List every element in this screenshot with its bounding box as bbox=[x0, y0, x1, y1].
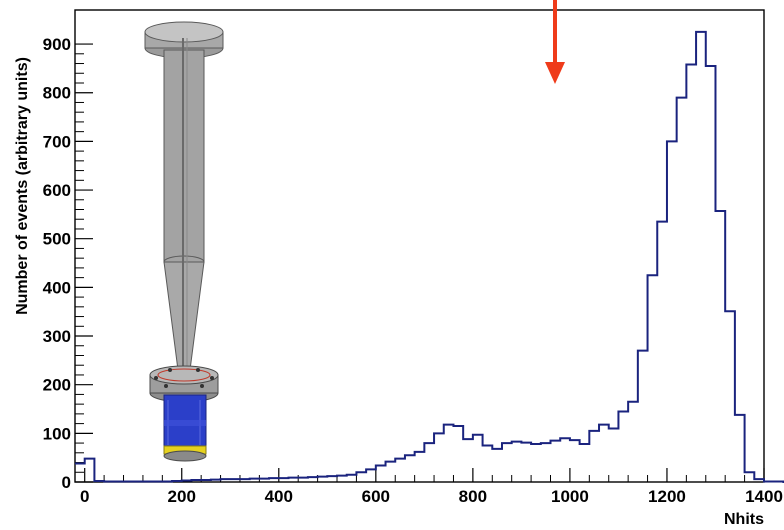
x-tick-label: 1200 bbox=[648, 487, 686, 506]
y-tick-label: 600 bbox=[43, 181, 71, 200]
y-tick-label: 300 bbox=[43, 327, 71, 346]
plot-frame bbox=[74, 9, 765, 483]
x-tick-label: 0 bbox=[80, 487, 89, 506]
y-tick-label: 100 bbox=[43, 424, 71, 443]
x-axis-title: Nhits bbox=[724, 511, 764, 528]
x-tick-label: 200 bbox=[168, 487, 196, 506]
y-tick-label: 700 bbox=[43, 132, 71, 151]
y-axis-title: Number of events (arbitrary units) bbox=[14, 57, 31, 315]
x-tick-label: 1400 bbox=[745, 487, 783, 506]
y-tick-label: 400 bbox=[43, 278, 71, 297]
y-tick-label: 900 bbox=[43, 35, 71, 54]
y-tick-label: 0 bbox=[62, 473, 71, 492]
x-tick-label: 1000 bbox=[551, 487, 589, 506]
y-tick-label: 200 bbox=[43, 376, 71, 395]
histogram-series-line bbox=[75, 30, 784, 483]
y-tick-label: 500 bbox=[43, 230, 71, 249]
y-tick-label: 800 bbox=[43, 84, 71, 103]
x-tick-label: 800 bbox=[459, 487, 487, 506]
detector-apparatus-image bbox=[144, 21, 224, 462]
y-axis: 0 100 200 300 400 500 600 700 800 900 bbox=[43, 35, 93, 492]
x-axis: 0 200 400 600 800 1000 1200 1400 bbox=[80, 468, 783, 506]
x-tick-label: 400 bbox=[265, 487, 293, 506]
annotation-arrow-icon bbox=[545, 0, 565, 84]
x-tick-label: 600 bbox=[362, 487, 390, 506]
